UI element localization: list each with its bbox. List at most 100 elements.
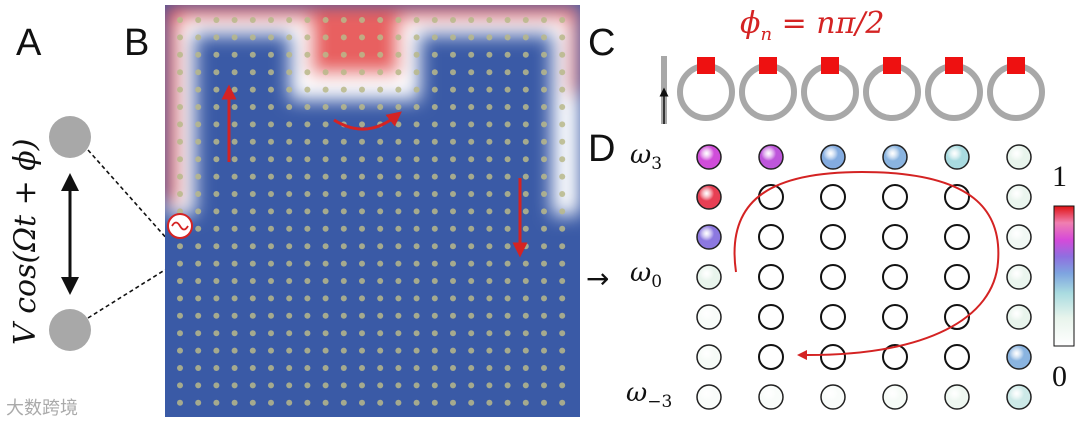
lattice-dot [504,243,511,250]
lattice-dot [522,69,529,76]
lattice-dot [231,86,238,93]
lattice-dot [213,121,220,128]
lattice-dot [450,382,456,389]
lattice-dot [468,156,475,163]
lattice-dot [359,278,365,284]
lattice-dot [359,138,365,145]
lattice-dot [559,347,566,354]
lattice-dot [304,330,311,337]
lattice-site [820,184,846,210]
ac-source-wave-icon [171,221,189,231]
lattice-dot [304,365,311,371]
lattice-dot [413,243,420,250]
lattice-dot [231,69,238,76]
lattice-dot [322,69,329,76]
lattice-dot [213,17,220,23]
watermark: 大数跨境 [6,398,78,419]
omega-0-subscript: 0 [651,272,663,293]
lattice-site [758,144,784,170]
lattice-dot [522,330,529,337]
lattice-dot [559,365,566,371]
panel-label-b: B [124,22,150,64]
lattice-dot [395,260,402,267]
lattice-dot [559,121,566,128]
lattice-dot [413,347,420,354]
lattice-dot [213,173,220,180]
lattice-dot [504,173,511,180]
lattice-dot [322,191,329,197]
lattice-dot [177,243,183,250]
lattice-dot [377,51,384,58]
circulation-arrow-icon [733,170,1000,361]
omega-3-label: ω3 [630,140,662,174]
lattice-dot [195,156,202,163]
lattice-dot [195,312,202,319]
lattice-site [696,384,722,410]
lattice-dot [504,330,511,337]
lattice-dot [195,138,202,145]
lattice-dot [522,191,529,197]
modulator-pad [821,57,839,74]
lattice-dot [340,69,347,76]
lattice-dot [468,382,475,389]
lattice-dot [304,399,311,406]
lattice-dot [304,104,311,110]
phase-rhs: = nπ/2 [772,6,885,41]
lattice-dot [413,191,420,197]
lattice-dot [395,86,402,93]
lattice-dot [177,17,183,23]
lattice-dot [359,17,365,23]
lattice-dot [559,295,566,302]
lattice-dot [177,330,183,337]
lattice-dot [195,208,202,215]
lattice-dot [249,17,256,23]
lattice-site [944,344,970,370]
panel-label-d: D [588,128,616,170]
lattice-site [696,344,722,370]
lattice-dot [468,104,475,110]
lattice-dot [249,243,256,250]
lattice-dot [450,34,456,41]
lattice-dot [286,225,293,232]
lattice-dot [249,278,256,284]
lattice-dot [468,312,475,319]
lattice-dot [304,69,311,76]
lattice-dot [413,365,420,371]
lattice-site [696,224,722,250]
lattice-dot [504,399,511,406]
lattice-dot [541,17,547,23]
lattice-dot [522,156,529,163]
lattice-sites [696,144,1032,410]
lattice-dot [304,173,311,180]
lattice-dot [340,278,347,284]
lattice-dot [177,51,183,58]
lattice-dot [231,121,238,128]
lattice-dot [504,51,511,58]
lattice-dot [268,104,274,110]
lattice-dot [359,347,365,354]
lattice-dot [268,295,274,302]
lattice-dot [395,330,402,337]
lattice-dot [468,260,475,267]
lattice-dot [413,295,420,302]
lattice-dot [450,69,456,76]
lattice-dot [322,138,329,145]
lattice-dot [213,104,220,110]
lattice-site [820,384,846,410]
lattice-dot [286,173,293,180]
lattice-dot [268,243,274,250]
lattice-dot [522,104,529,110]
lattice-site [1006,344,1032,370]
lattice-dot [195,104,202,110]
lattice-dot [322,260,329,267]
lattice-dot [486,156,493,163]
omega-0-symbol: ω [630,258,652,288]
lattice-dot [559,173,566,180]
lattice-dot [431,69,438,76]
bottom-wire [87,267,169,319]
lattice-dot [377,260,384,267]
lattice-dot [286,365,293,371]
lattice-dot [377,365,384,371]
lattice-dot [268,86,274,93]
lattice-dot [377,69,384,76]
